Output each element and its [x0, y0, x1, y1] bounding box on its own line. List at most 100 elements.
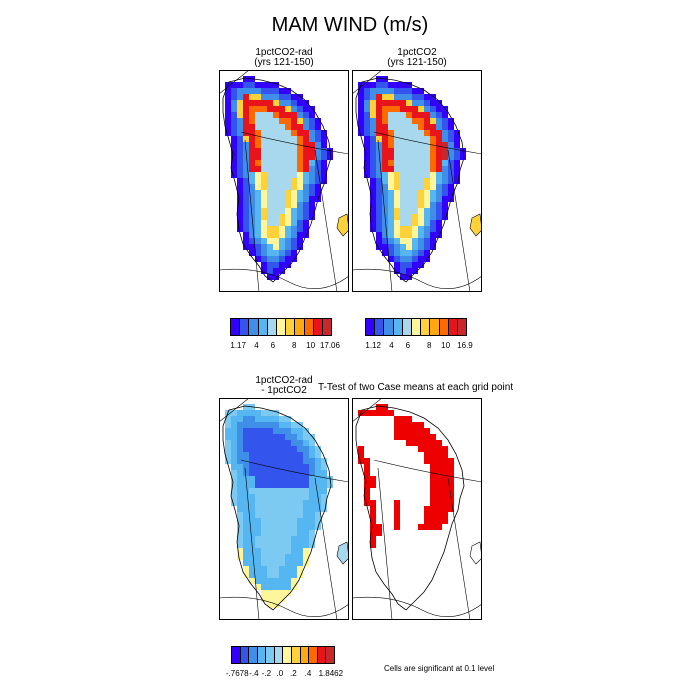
grid-cell: [273, 500, 279, 506]
grid-cell: [309, 530, 315, 536]
grid-cell: [255, 410, 261, 416]
grid-cell: [291, 578, 297, 584]
colorbar-1-labels: 1.17 4 6 8 10 17.06: [230, 336, 340, 350]
grid-cell: [424, 214, 430, 220]
grid-cell: [243, 184, 249, 190]
grid-cell: [231, 494, 237, 500]
grid-cell: [243, 76, 249, 82]
grid-cell: [412, 94, 418, 100]
grid-cell: [388, 100, 394, 106]
grid-cell: [303, 536, 309, 542]
grid-cell: [285, 542, 291, 548]
grid-cell: [231, 452, 237, 458]
grid-cell: [267, 244, 273, 250]
grid-cell: [454, 160, 460, 166]
grid-cell: [291, 214, 297, 220]
grid-cell: [388, 232, 394, 238]
grid-cell: [406, 434, 412, 440]
grid-cell: [225, 434, 231, 440]
grid-cell: [376, 94, 382, 100]
grid-cell: [291, 506, 297, 512]
grid-cell: [364, 458, 370, 464]
grid-cell: [448, 130, 454, 136]
grid-cell: [430, 112, 436, 118]
grid-cell: [406, 256, 412, 262]
grid-cell: [430, 488, 436, 494]
grid-cell: [279, 106, 285, 112]
grid-cell: [364, 154, 370, 160]
grid-cell: [261, 136, 267, 142]
grid-cell: [279, 416, 285, 422]
grid-cell: [267, 172, 273, 178]
grid-cell: [231, 112, 237, 118]
grid-cell: [279, 148, 285, 154]
grid-cell: [406, 94, 412, 100]
grid-cell: [418, 160, 424, 166]
grid-cell: [279, 506, 285, 512]
grid-cell: [315, 154, 321, 160]
grid-cell: [430, 208, 436, 214]
grid-cell: [273, 184, 279, 190]
grid-cell: [255, 464, 261, 470]
grid-cell: [273, 142, 279, 148]
grid-cell: [261, 118, 267, 124]
grid-cell: [237, 154, 243, 160]
grid-cell: [237, 172, 243, 178]
grid-cell: [315, 464, 321, 470]
grid-cell: [436, 166, 442, 172]
grid-cell: [267, 142, 273, 148]
grid-cell: [243, 142, 249, 148]
grid-cell: [243, 118, 249, 124]
grid-cell: [243, 190, 249, 196]
grid-cell: [406, 416, 412, 422]
grid-cell: [376, 530, 382, 536]
grid-cell: [400, 262, 406, 268]
grid-cell: [231, 434, 237, 440]
grid-cell: [243, 548, 249, 554]
grid-cell: [267, 208, 273, 214]
grid-cell: [267, 470, 273, 476]
grid-cell: [388, 190, 394, 196]
grid-cell: [303, 118, 309, 124]
colorbar-2-box: [375, 319, 385, 335]
colorbar-3-box: [326, 647, 334, 663]
grid-cell: [237, 482, 243, 488]
grid-cell: [400, 160, 406, 166]
grid-cell: [303, 506, 309, 512]
grid-cell: [267, 106, 273, 112]
grid-cell: [436, 440, 442, 446]
grid-cell: [291, 422, 297, 428]
grid-cell: [430, 482, 436, 488]
grid-cell: [261, 464, 267, 470]
grid-cell: [442, 166, 448, 172]
grid-cell: [315, 136, 321, 142]
grid-cell: [430, 136, 436, 142]
grid-cell: [249, 172, 255, 178]
colorbar-3-box: [266, 647, 275, 663]
grid-cell: [370, 506, 376, 512]
grid-cell: [225, 458, 231, 464]
grid-cell: [303, 554, 309, 560]
grid-cell: [424, 106, 430, 112]
grid-cell: [321, 148, 327, 154]
grid-cell: [249, 244, 255, 250]
grid-cell: [327, 154, 333, 160]
grid-cell: [430, 220, 436, 226]
grid-cell: [382, 190, 388, 196]
grid-cell: [442, 136, 448, 142]
grid-cell: [388, 178, 394, 184]
grid-cell: [424, 244, 430, 250]
grid-cell: [279, 196, 285, 202]
grid-cell: [273, 572, 279, 578]
panel-2-title-line1: 1pctCO2: [397, 47, 437, 58]
grid-cell: [400, 434, 406, 440]
grid-cell: [285, 578, 291, 584]
grid-cell: [358, 118, 364, 124]
map-panel-3: [219, 398, 349, 620]
grid-cell: [370, 226, 376, 232]
grid-cell: [279, 88, 285, 94]
grid-cell: [243, 572, 249, 578]
grid-cell: [231, 446, 237, 452]
grid-cell: [243, 88, 249, 94]
grid-cell: [424, 142, 430, 148]
